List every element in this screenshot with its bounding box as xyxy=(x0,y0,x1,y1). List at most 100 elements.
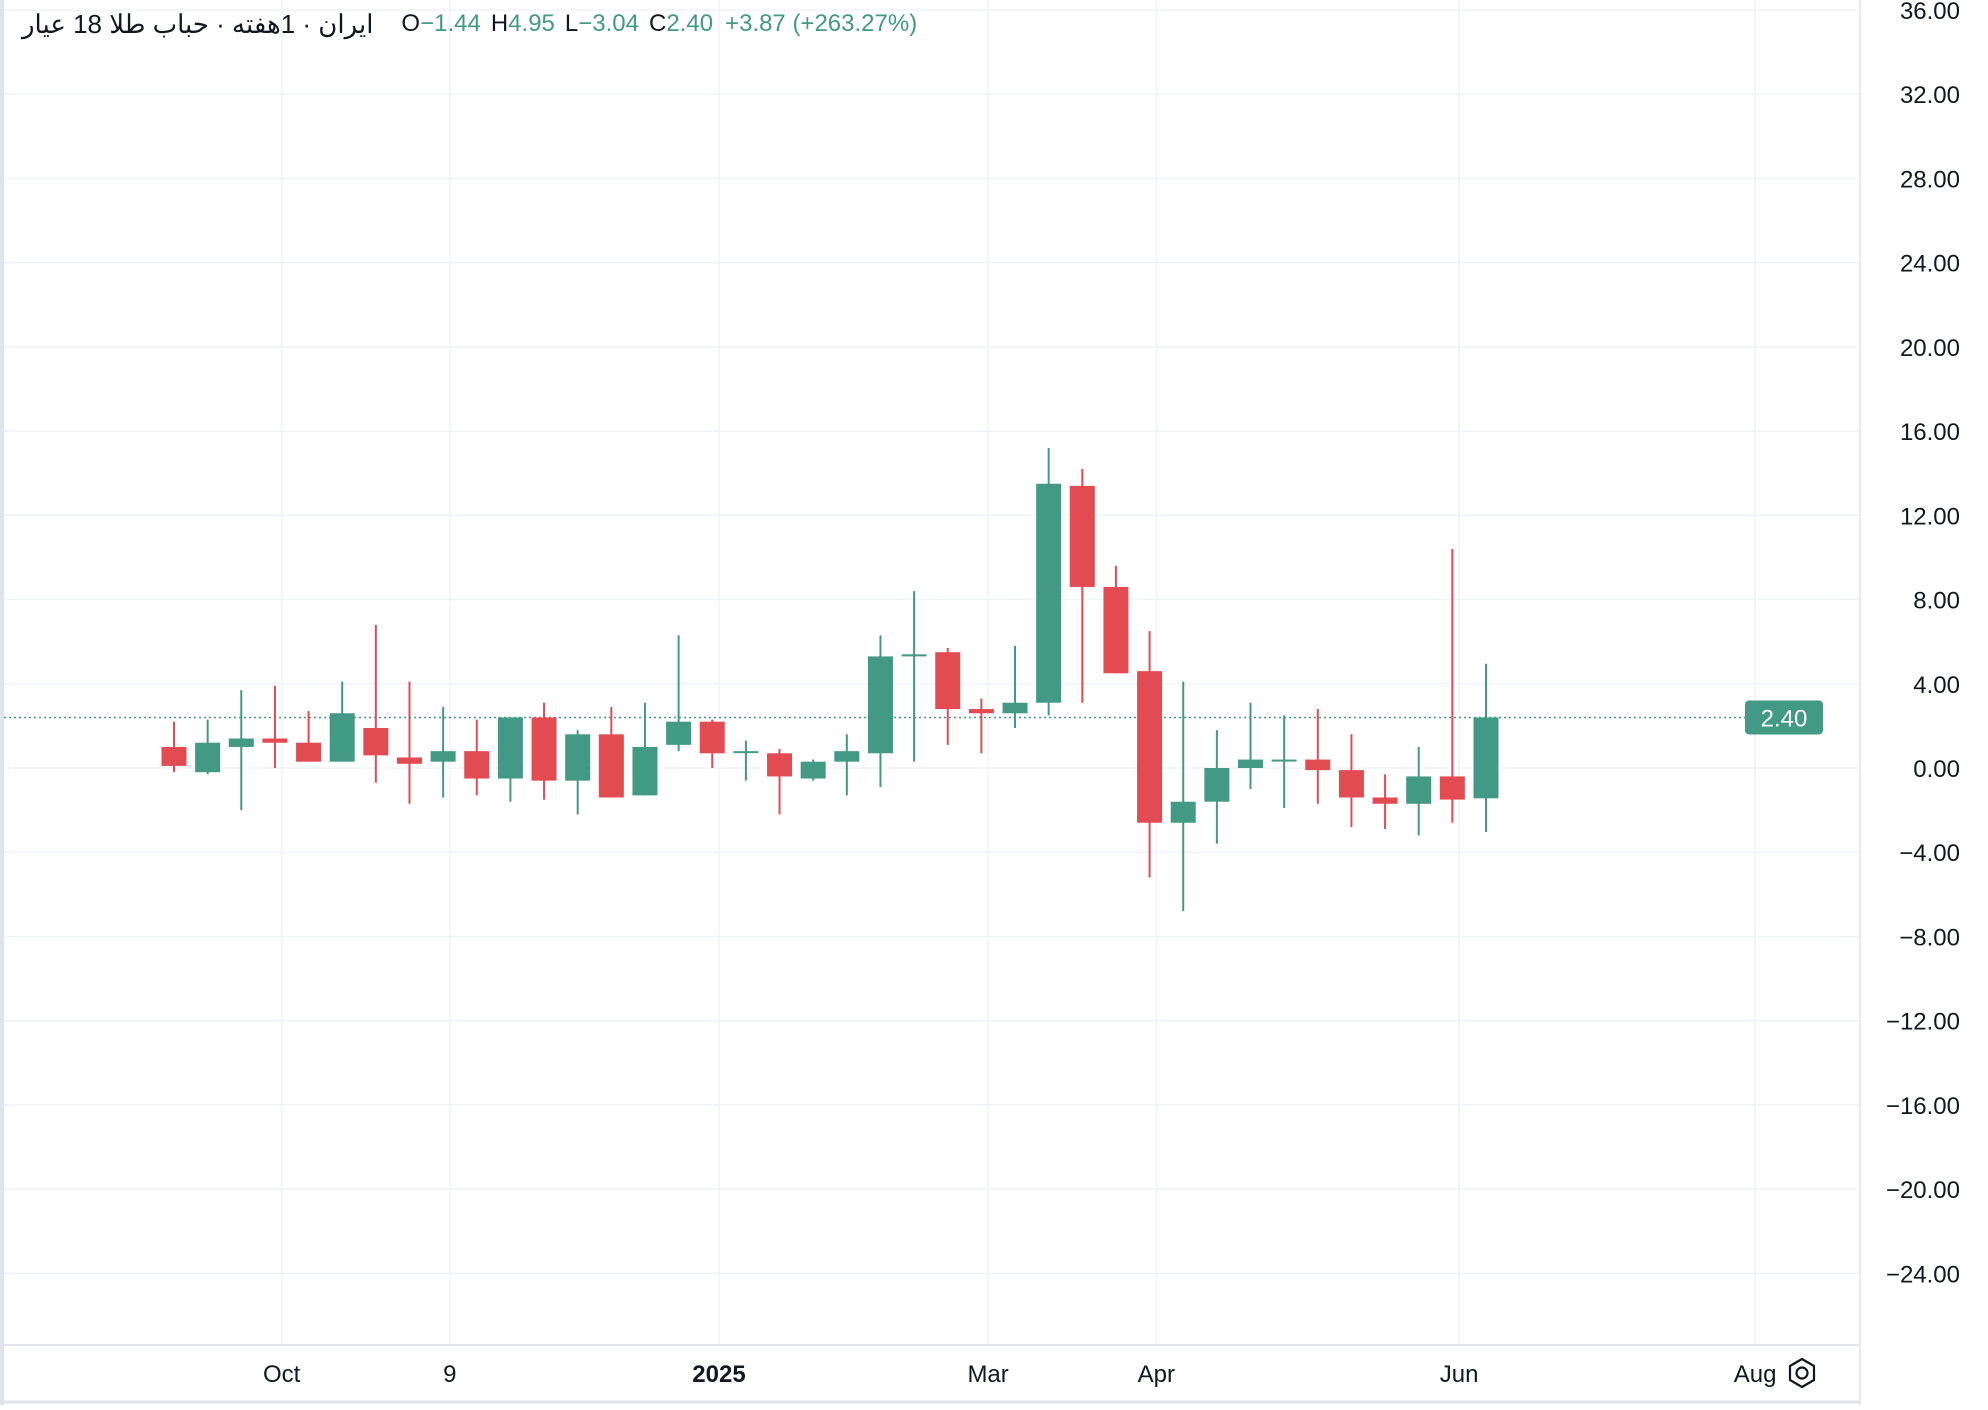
x-tick-label: Aug xyxy=(1734,1361,1777,1388)
candle[interactable] xyxy=(161,721,187,773)
y-tick-label: 16.00 xyxy=(1900,419,1960,446)
candle[interactable] xyxy=(834,734,860,796)
y-tick-label: −16.00 xyxy=(1886,1093,1960,1120)
open-key: O xyxy=(401,10,421,37)
last-price-badge-bg xyxy=(1745,700,1823,735)
candle[interactable] xyxy=(598,706,624,798)
candle[interactable] xyxy=(1103,565,1129,674)
candle-body xyxy=(699,721,725,754)
symbol-title[interactable]: ایران · 1هفته · حباب طلا 18 عیار xyxy=(22,8,374,39)
candle-body xyxy=(228,738,254,747)
candle[interactable] xyxy=(666,635,692,752)
candle[interactable] xyxy=(1170,681,1196,912)
candle-body xyxy=(666,721,692,745)
candle-body xyxy=(598,734,624,798)
candle[interactable] xyxy=(1036,447,1062,716)
candle[interactable] xyxy=(228,690,254,811)
candle[interactable] xyxy=(699,719,725,768)
candle-body xyxy=(531,717,557,781)
candle-body xyxy=(733,751,759,754)
candle[interactable] xyxy=(1002,645,1028,728)
candle-body xyxy=(396,757,422,764)
x-tick-label: 9 xyxy=(443,1361,456,1388)
candle[interactable] xyxy=(767,749,793,815)
candle[interactable] xyxy=(1271,715,1297,809)
price-axis[interactable]: 36.00 32.00 28.00 24.00 20.00 16.00 12.00 8.00 4… xyxy=(1745,0,1960,1405)
candle[interactable] xyxy=(1305,709,1331,804)
candle-body xyxy=(430,751,456,762)
candle-body xyxy=(1271,759,1297,762)
candle[interactable] xyxy=(867,635,893,787)
candle-body xyxy=(497,717,523,779)
candle-body xyxy=(800,761,826,779)
gear-icon xyxy=(1788,1357,1816,1389)
candles[interactable] xyxy=(161,447,1499,912)
candle[interactable] xyxy=(901,591,927,762)
y-tick-label: −8.00 xyxy=(1899,924,1960,951)
candle[interactable] xyxy=(1137,631,1163,878)
candle[interactable] xyxy=(1204,730,1230,844)
candle-body xyxy=(1036,483,1062,703)
candle[interactable] xyxy=(430,706,456,798)
candle[interactable] xyxy=(565,730,591,815)
grid-lines xyxy=(4,0,1860,1345)
candle[interactable] xyxy=(531,702,557,800)
candle-body xyxy=(195,742,221,773)
candle-body xyxy=(565,734,591,781)
candle-body xyxy=(1473,717,1499,799)
y-tick-label: 24.00 xyxy=(1900,251,1960,278)
candle[interactable] xyxy=(497,717,523,802)
candle[interactable] xyxy=(1406,746,1432,836)
candle[interactable] xyxy=(396,681,422,804)
candle[interactable] xyxy=(262,685,288,768)
low-key: L xyxy=(564,10,579,37)
y-tick-label: 32.00 xyxy=(1900,82,1960,109)
candle[interactable] xyxy=(296,711,322,762)
candle[interactable] xyxy=(733,740,759,781)
candle[interactable] xyxy=(1338,734,1364,827)
candle[interactable] xyxy=(1439,549,1465,823)
last-price-badge: 2.40 xyxy=(1745,700,1823,735)
candle[interactable] xyxy=(800,759,826,781)
candle[interactable] xyxy=(1069,469,1095,703)
last-price-label: 2.40 xyxy=(1761,705,1808,732)
candle-body xyxy=(935,652,961,710)
change-value: +3.87 (+263.27%) xyxy=(725,10,918,37)
y-tick-label: −12.00 xyxy=(1886,1009,1960,1036)
candle[interactable] xyxy=(363,624,389,783)
x-tick-label: Mar xyxy=(967,1361,1008,1388)
y-tick-label: −4.00 xyxy=(1899,840,1960,867)
y-tick-label: 12.00 xyxy=(1900,503,1960,530)
candle[interactable] xyxy=(464,719,490,796)
low-value: −3.04 xyxy=(578,10,639,37)
candle-body xyxy=(632,746,658,796)
candle-body xyxy=(867,656,893,754)
open-value: −1.44 xyxy=(420,10,481,37)
candle[interactable] xyxy=(935,647,961,745)
candle[interactable] xyxy=(329,681,355,762)
candle[interactable] xyxy=(195,719,221,775)
candle[interactable] xyxy=(1372,774,1398,830)
x-tick-label: Oct xyxy=(263,1361,301,1388)
y-tick-label: 20.00 xyxy=(1900,335,1960,362)
candle-body xyxy=(834,751,860,762)
x-tick-label: Apr xyxy=(1138,1361,1175,1388)
time-axis[interactable]: Oct 9 2025 Mar Apr Jun Aug xyxy=(0,1344,1860,1404)
y-tick-label: 28.00 xyxy=(1900,166,1960,193)
chart-settings-button[interactable] xyxy=(1784,1355,1820,1391)
candle[interactable] xyxy=(1473,663,1499,833)
candle[interactable] xyxy=(632,702,658,796)
close-value: 2.40 xyxy=(666,10,714,37)
candle-body xyxy=(1372,797,1398,804)
y-tick-label: 0.00 xyxy=(1913,756,1960,783)
candle[interactable] xyxy=(968,698,994,754)
y-tick-label: 8.00 xyxy=(1913,588,1960,615)
high-value: 4.95 xyxy=(508,10,555,37)
candle-body xyxy=(161,746,187,766)
candle-body xyxy=(1069,485,1095,587)
candle-body xyxy=(296,742,322,762)
candle[interactable] xyxy=(1238,702,1264,790)
close-key: C xyxy=(648,10,667,37)
